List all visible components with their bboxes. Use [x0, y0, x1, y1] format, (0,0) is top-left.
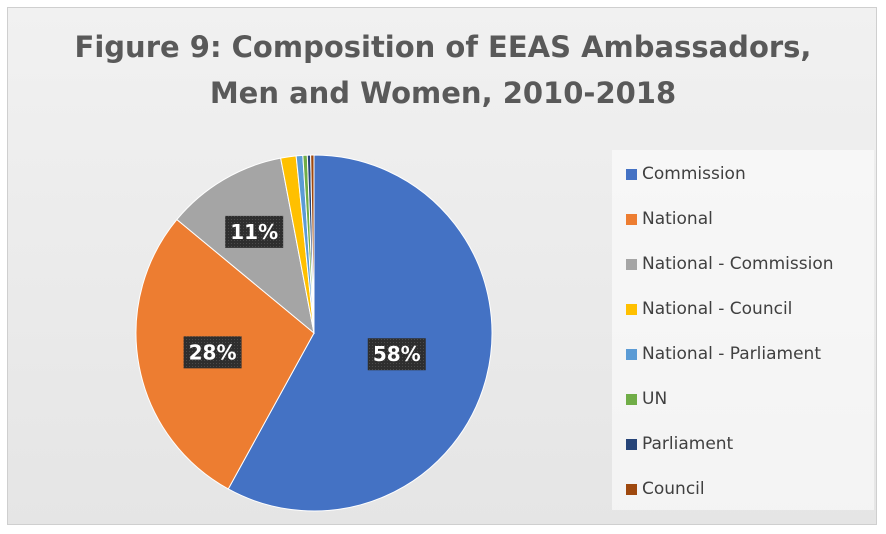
chart-title: Figure 9: Composition of EEAS Ambassador…: [0, 24, 886, 116]
legend-label: National - Parliament: [642, 344, 821, 364]
legend-label: Parliament: [642, 434, 734, 454]
legend-label: National: [642, 209, 713, 229]
chart-legend: Commission National National - Commission N…: [612, 150, 874, 510]
data-label-text: 11%: [230, 220, 278, 244]
legend-item-national-commission: National - Commission: [626, 252, 834, 276]
legend-swatch: [626, 438, 637, 450]
legend-label: National - Commission: [642, 254, 834, 274]
data-label-national: 28%: [183, 336, 242, 369]
pie-slice-council: [310, 154, 315, 334]
data-label-text: 58%: [373, 342, 421, 366]
legend-swatch: [626, 393, 637, 405]
chart-title-line-1: Figure 9: Composition of EEAS Ambassador…: [74, 30, 812, 64]
legend-item-un: UN: [626, 387, 667, 411]
pie-data-labels: 58% 28% 11%: [183, 215, 426, 371]
legend-swatch: [626, 348, 637, 360]
legend-item-national-parliament: National - Parliament: [626, 342, 821, 366]
data-label-national-commission: 11%: [225, 215, 284, 248]
legend-swatch: [626, 303, 637, 315]
legend-label: UN: [642, 389, 668, 409]
chart-title-line-2: Men and Women, 2010-2018: [209, 76, 677, 110]
legend-label: National - Council: [642, 299, 793, 319]
legend-item-parliament: Parliament: [626, 432, 733, 456]
legend-item-national: National: [626, 207, 713, 231]
legend-swatch: [626, 168, 637, 180]
legend-swatch: [626, 483, 637, 495]
legend-item-national-council: National - Council: [626, 297, 792, 321]
legend-swatch: [626, 213, 637, 225]
pie-slices: [135, 154, 493, 512]
pie-slice-commission: [227, 154, 493, 512]
data-label-box: [367, 338, 426, 371]
data-label-box: [183, 336, 242, 369]
data-label-text: 28%: [189, 340, 237, 364]
data-label-box: [225, 215, 284, 248]
legend-item-council: Council: [626, 477, 705, 501]
data-label-commission: 58%: [367, 338, 426, 371]
legend-label: Council: [642, 479, 705, 499]
legend-swatch: [626, 258, 637, 270]
legend-label: Commission: [642, 164, 746, 184]
legend-item-commission: Commission: [626, 162, 746, 186]
